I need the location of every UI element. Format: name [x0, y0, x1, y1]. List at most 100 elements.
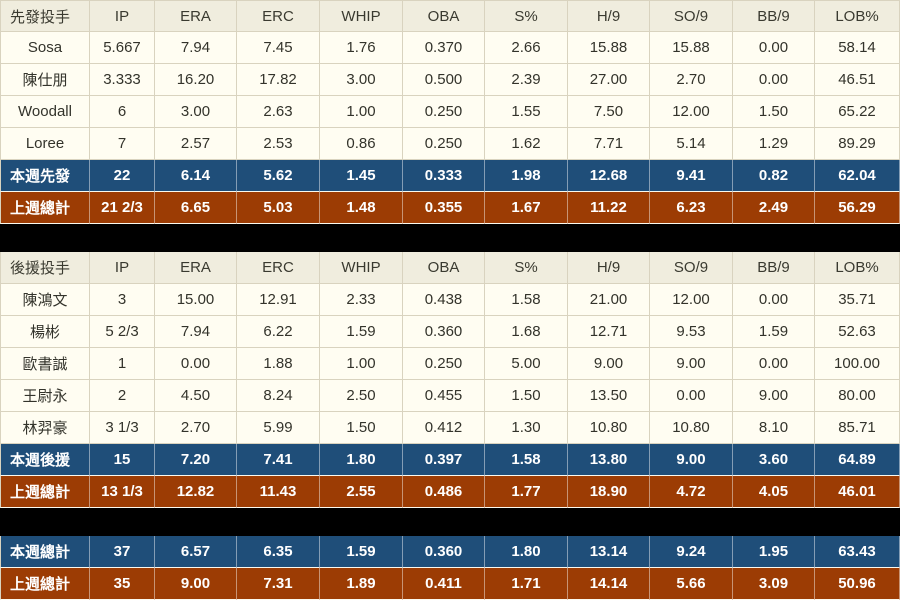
stat-cell: 11.22 [568, 192, 650, 224]
stat-cell: 2.70 [155, 412, 237, 444]
stat-cell: 21.00 [568, 284, 650, 316]
stat-cell: 1 [90, 348, 155, 380]
stat-cell: 0.397 [403, 444, 485, 476]
stat-cell: 0.86 [320, 128, 403, 160]
total-label: 上週總計 [0, 476, 90, 508]
stat-cell: 12.82 [155, 476, 237, 508]
stat-cell: 12.91 [237, 284, 320, 316]
stat-cell: 1.95 [733, 536, 815, 568]
stat-cell: 2.53 [237, 128, 320, 160]
stat-cell: 6.35 [237, 536, 320, 568]
player-row: 歐書誠 1 0.00 1.88 1.00 0.250 5.00 9.00 9.00 0.00 100… [0, 348, 900, 380]
stat-cell: 3 1/3 [90, 412, 155, 444]
stat-cell: 1.62 [485, 128, 568, 160]
stat-cell: 37 [90, 536, 155, 568]
stat-cell: 18.90 [568, 476, 650, 508]
stat-cell: 0.455 [403, 380, 485, 412]
stat-cell: 1.77 [485, 476, 568, 508]
stat-cell: 0.370 [403, 32, 485, 64]
column-header: LOB% [815, 0, 900, 32]
stat-cell: 7.94 [155, 316, 237, 348]
stat-cell: 5.14 [650, 128, 733, 160]
stat-cell: 62.04 [815, 160, 900, 192]
column-header: SO/9 [650, 252, 733, 284]
stat-cell: 13.50 [568, 380, 650, 412]
column-header: BB/9 [733, 252, 815, 284]
total-label: 上週總計 [0, 192, 90, 224]
stat-cell: 0.412 [403, 412, 485, 444]
stat-cell: 4.50 [155, 380, 237, 412]
stat-cell: 5 2/3 [90, 316, 155, 348]
stat-cell: 9.00 [650, 348, 733, 380]
stat-cell: 1.55 [485, 96, 568, 128]
stat-cell: 0.00 [650, 380, 733, 412]
stat-cell: 2.49 [733, 192, 815, 224]
stat-cell: 0.250 [403, 348, 485, 380]
stat-cell: 0.486 [403, 476, 485, 508]
column-header: S% [485, 252, 568, 284]
stat-cell: 11.43 [237, 476, 320, 508]
stat-cell: 4.72 [650, 476, 733, 508]
stat-cell: 35 [90, 568, 155, 600]
stat-cell: 6.14 [155, 160, 237, 192]
stat-cell: 35.71 [815, 284, 900, 316]
total-row: 本週先發 22 6.14 5.62 1.45 0.333 1.98 12.68 9.41 0.82… [0, 160, 900, 192]
stat-cell: 4.05 [733, 476, 815, 508]
player-row: Sosa 5.667 7.94 7.45 1.76 0.370 2.66 15.88 15.88… [0, 32, 900, 64]
stat-cell: 12.71 [568, 316, 650, 348]
stat-cell: 3.09 [733, 568, 815, 600]
column-header: OBA [403, 252, 485, 284]
stat-cell: 0.438 [403, 284, 485, 316]
stat-cell: 1.88 [237, 348, 320, 380]
column-header: S% [485, 0, 568, 32]
total-label: 本週後援 [0, 444, 90, 476]
column-header: ERC [237, 0, 320, 32]
column-header: ERA [155, 0, 237, 32]
stat-cell: 1.98 [485, 160, 568, 192]
stat-cell: 6.57 [155, 536, 237, 568]
stat-cell: 2.57 [155, 128, 237, 160]
total-row: 本週後援 15 7.20 7.41 1.80 0.397 1.58 13.80 9.00 3.60… [0, 444, 900, 476]
stat-cell: 10.80 [650, 412, 733, 444]
column-header: IP [90, 0, 155, 32]
column-header: BB/9 [733, 0, 815, 32]
stat-cell: 2 [90, 380, 155, 412]
stat-cell: 1.58 [485, 284, 568, 316]
stat-cell: 5.66 [650, 568, 733, 600]
stat-cell: 1.89 [320, 568, 403, 600]
stat-cell: 46.51 [815, 64, 900, 96]
stat-cell: 1.50 [320, 412, 403, 444]
stat-cell: 13.80 [568, 444, 650, 476]
player-name: 陳鴻文 [0, 284, 90, 316]
stat-cell: 1.50 [485, 380, 568, 412]
stat-cell: 7.20 [155, 444, 237, 476]
stat-cell: 1.59 [320, 316, 403, 348]
stat-cell: 65.22 [815, 96, 900, 128]
stat-cell: 2.33 [320, 284, 403, 316]
stat-cell: 0.411 [403, 568, 485, 600]
stat-cell: 12.00 [650, 96, 733, 128]
stat-cell: 0.00 [155, 348, 237, 380]
stat-cell: 7.71 [568, 128, 650, 160]
stat-cell: 0.00 [733, 348, 815, 380]
stat-cell: 2.66 [485, 32, 568, 64]
stat-cell: 27.00 [568, 64, 650, 96]
player-row: 楊彬 5 2/3 7.94 6.22 1.59 0.360 1.68 12.71 9.53 1.5… [0, 316, 900, 348]
stat-cell: 1.80 [320, 444, 403, 476]
total-label: 上週總計 [0, 568, 90, 600]
stat-cell: 2.70 [650, 64, 733, 96]
player-row: Loree 7 2.57 2.53 0.86 0.250 1.62 7.71 5.14 1.29 8… [0, 128, 900, 160]
total-row: 上週總計 21 2/3 6.65 5.03 1.48 0.355 1.67 11.22 6.23… [0, 192, 900, 224]
stat-cell: 0.360 [403, 316, 485, 348]
stat-cell: 3 [90, 284, 155, 316]
stat-cell: 0.355 [403, 192, 485, 224]
stat-cell: 52.63 [815, 316, 900, 348]
stat-cell: 15.88 [568, 32, 650, 64]
stat-cell: 1.80 [485, 536, 568, 568]
stat-cell: 89.29 [815, 128, 900, 160]
stat-cell: 21 2/3 [90, 192, 155, 224]
player-name: Woodall [0, 96, 90, 128]
stat-cell: 9.53 [650, 316, 733, 348]
stat-cell: 5.00 [485, 348, 568, 380]
stat-cell: 16.20 [155, 64, 237, 96]
